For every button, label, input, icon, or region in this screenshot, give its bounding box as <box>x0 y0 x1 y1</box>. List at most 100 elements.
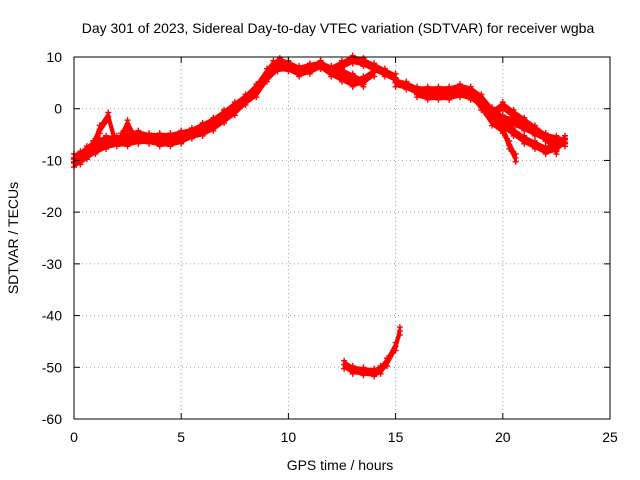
data-point <box>178 140 185 147</box>
data-point <box>521 140 528 147</box>
y-tick-label: -30 <box>42 256 62 272</box>
data-point <box>360 63 367 70</box>
data-point <box>105 117 112 124</box>
data-point <box>467 94 474 101</box>
y-tick-label: 10 <box>46 49 62 65</box>
data-point <box>349 83 356 90</box>
data-point <box>478 107 485 114</box>
data-point <box>135 140 142 147</box>
y-tick-label: -60 <box>42 411 62 427</box>
data-point <box>317 65 324 72</box>
data-point <box>339 78 345 85</box>
series-dip-segment <box>341 324 403 380</box>
data-point <box>111 140 118 147</box>
y-tick-label: -40 <box>42 308 62 324</box>
data-point <box>553 151 560 158</box>
data-point <box>392 347 399 354</box>
data-point <box>90 145 97 152</box>
data-point <box>124 143 131 150</box>
data-point <box>118 138 125 145</box>
series-hump-loop <box>317 57 378 90</box>
y-tick-label: 0 <box>54 101 62 117</box>
data-point <box>306 70 313 77</box>
series-trace <box>92 118 116 150</box>
series-spike-1 <box>90 109 118 152</box>
data-point <box>231 112 238 119</box>
x-tick-label: 20 <box>495 429 511 445</box>
data-point <box>253 94 260 101</box>
data-point <box>424 96 431 103</box>
data-point <box>512 158 519 165</box>
data-point <box>285 68 292 75</box>
data-point <box>349 60 356 67</box>
x-axis-label: GPS time / hours <box>287 457 394 473</box>
x-tick-label: 25 <box>602 429 618 445</box>
data-point <box>188 135 195 142</box>
data-point <box>349 370 356 377</box>
x-tick-label: 0 <box>70 429 78 445</box>
data-point <box>499 107 506 114</box>
y-axis-label: SDTVAR / TECUs <box>5 182 21 294</box>
data-point <box>377 370 384 377</box>
series-spike-2 <box>118 117 138 145</box>
series-evening-band-d <box>489 99 560 158</box>
data-point <box>199 132 206 139</box>
series-trace <box>319 66 376 88</box>
data-point <box>510 114 517 121</box>
data-point <box>403 86 410 93</box>
data-point <box>210 127 217 134</box>
data-point <box>146 140 153 147</box>
data-point <box>542 138 549 145</box>
data-point <box>521 122 528 129</box>
data-point <box>92 151 99 158</box>
series-trace <box>342 332 402 377</box>
data-point <box>77 161 84 168</box>
data-point <box>542 151 549 158</box>
x-tick-label: 15 <box>388 429 404 445</box>
data-point <box>435 96 442 103</box>
data-point <box>124 125 131 132</box>
data-point <box>263 78 270 85</box>
y-tick-label: -50 <box>42 359 62 375</box>
chart-title: Day 301 of 2023, Sidereal Day-to-day VTE… <box>82 20 595 36</box>
data-point <box>131 138 138 145</box>
data-point <box>371 73 378 80</box>
data-point <box>396 332 403 339</box>
data-point <box>384 363 391 370</box>
data-point <box>371 373 378 380</box>
data-point <box>561 140 568 147</box>
data-point <box>531 130 538 137</box>
data-point <box>510 132 517 139</box>
plot-frame <box>73 56 611 420</box>
data-point <box>392 83 399 90</box>
data-point <box>296 73 303 80</box>
y-tick-label: -20 <box>42 204 62 220</box>
data-point <box>489 122 496 129</box>
data-point <box>414 94 421 101</box>
y-tick-label: -10 <box>42 152 62 168</box>
data-point <box>489 114 496 121</box>
data-point <box>499 130 506 137</box>
data-point <box>446 96 453 103</box>
x-tick-label: 10 <box>281 429 297 445</box>
data-point <box>274 68 281 75</box>
data-point <box>328 73 335 80</box>
data-point <box>360 372 367 379</box>
data-point <box>83 156 90 163</box>
data-point <box>381 73 388 80</box>
data-point <box>103 145 110 152</box>
data-point <box>242 101 249 108</box>
data-point <box>531 145 538 152</box>
data-point <box>456 94 463 101</box>
data-point <box>341 365 348 372</box>
axis-ticks: 0 5 10 15 20 25 -60 -50 -40 -30 -20 -10 0 10 <box>42 49 618 445</box>
data-point <box>360 81 367 88</box>
data-point <box>156 143 163 150</box>
series-trace <box>469 94 518 163</box>
data-point <box>221 120 228 127</box>
data-point <box>96 130 103 137</box>
x-tick-label: 5 <box>177 429 185 445</box>
data-series <box>71 52 568 380</box>
data-point <box>167 143 174 150</box>
